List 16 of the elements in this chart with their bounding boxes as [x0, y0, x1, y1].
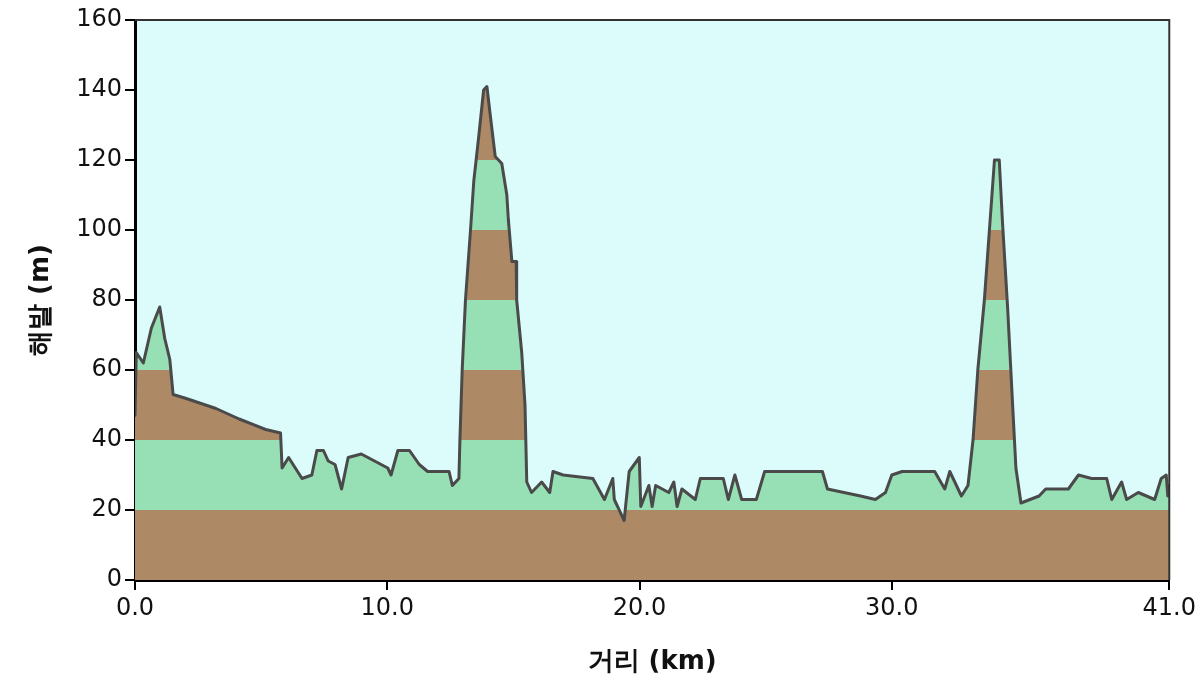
x-tick-label: 20.0	[612, 592, 667, 621]
y-tick-label: 80	[91, 284, 122, 313]
x-tick-label: 10.0	[360, 592, 414, 621]
y-tick-label: 160	[76, 4, 122, 33]
y-tick-label: 60	[91, 354, 122, 383]
x-tick-label: 30.0	[865, 592, 919, 621]
y-axis-title: 해발 (m)	[24, 244, 55, 356]
x-axis-title: 거리 (km)	[587, 645, 717, 676]
x-tick-label: 0.0	[115, 592, 155, 621]
y-tick-label: 40	[91, 424, 122, 453]
y-tick-label: 120	[76, 144, 122, 173]
y-tick-label: 100	[76, 214, 122, 243]
y-tick-label: 140	[76, 74, 122, 103]
x-tick-label: 41.0	[1142, 592, 1196, 621]
y-tick-label: 20	[91, 494, 122, 523]
y-tick-label: 0	[106, 564, 122, 593]
